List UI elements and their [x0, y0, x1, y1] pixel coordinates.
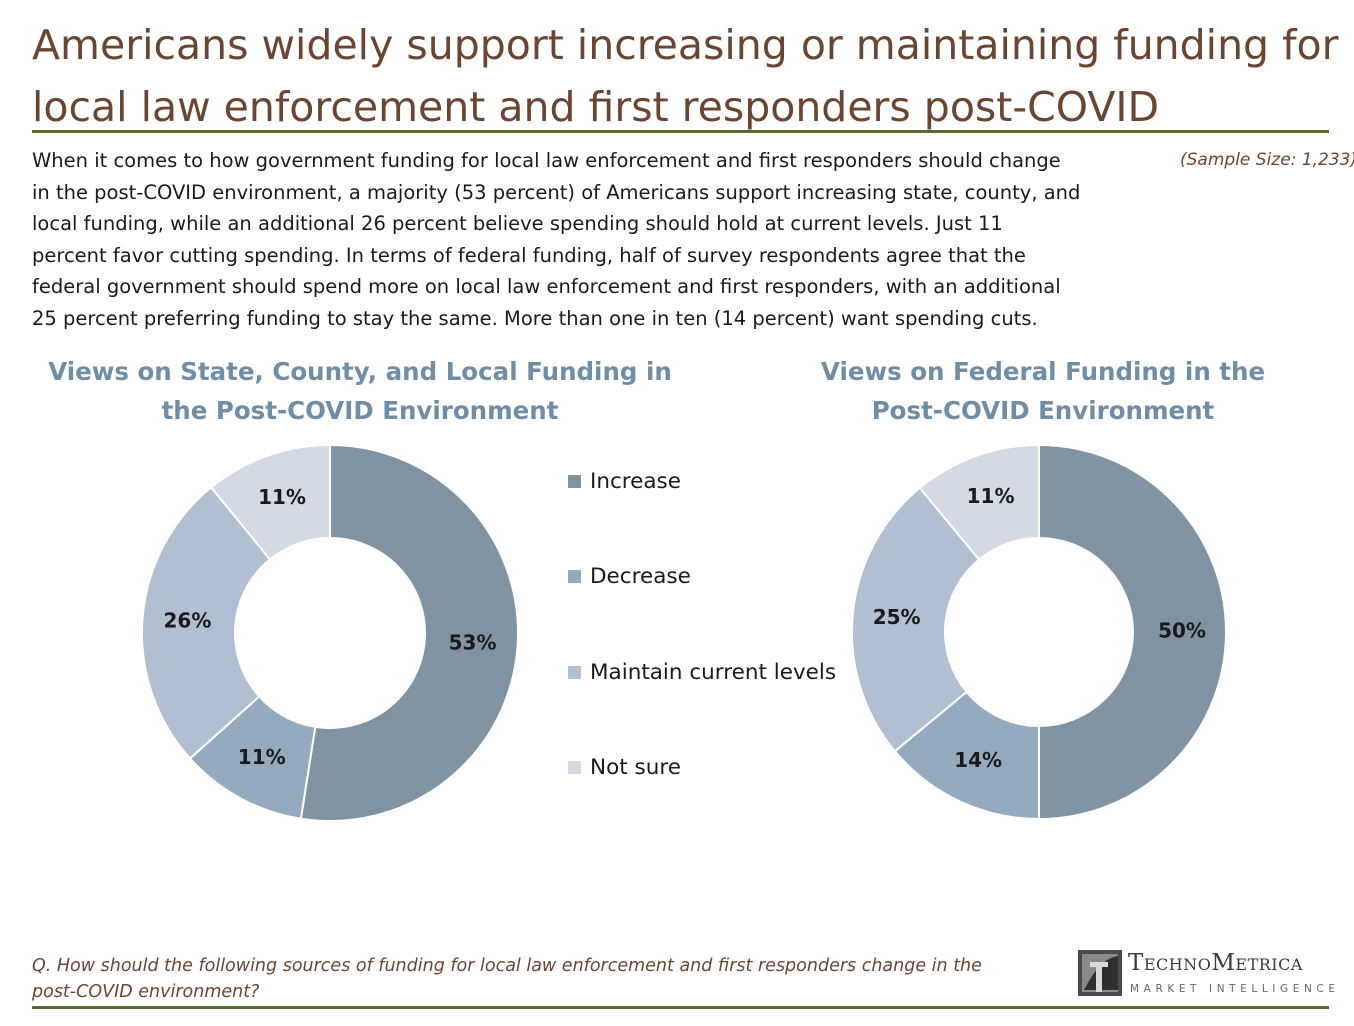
slice-value-label: 25%	[873, 605, 921, 629]
logo-tagline: MARKET INTELLIGENCE	[1130, 983, 1340, 995]
question-line: post-COVID environment?	[32, 982, 260, 1002]
federal-funding-chart-title: Views on Federal Funding in the Post-COV…	[780, 352, 1306, 430]
legend-label: Decrease	[590, 564, 691, 590]
legend-item-not-sure: Not sure	[568, 749, 836, 787]
federal-funding-donut-chart: 50% 14% 25% 11%	[851, 443, 1227, 821]
donut-slice-increase	[299, 443, 519, 822]
logo-mark-icon	[1078, 950, 1122, 996]
legend-swatch	[568, 761, 581, 775]
intro-line: local funding, while an additional 26 pe…	[32, 212, 1003, 235]
slice-value-label: 11%	[258, 485, 306, 509]
donut-slice-maintain-current-levels	[141, 485, 272, 760]
donut-slice-not-sure	[209, 443, 331, 561]
slice-value-label: 26%	[163, 608, 211, 632]
intro-line: When it comes to how government funding …	[32, 149, 1061, 172]
legend-label: Increase	[590, 468, 681, 494]
title-divider	[32, 130, 1329, 133]
slice-value-label: 11%	[967, 484, 1015, 508]
slice-value-label: 53%	[449, 631, 497, 655]
donut-slice-maintain-current-levels	[851, 486, 981, 753]
page-title-line: Americans widely support increasing or m…	[32, 21, 1339, 69]
chart-legend: Increase Decrease Maintain current level…	[568, 462, 836, 844]
footer-divider	[32, 1006, 1329, 1009]
page-title: Americans widely support increasing or m…	[32, 14, 1354, 138]
technometrica-logo: TechnoMetrica MARKET INTELLIGENCE	[1076, 948, 1338, 1000]
slice-value-label: 11%	[238, 745, 286, 769]
survey-question: Q. How should the following sources of f…	[32, 953, 1042, 1005]
legend-label: Not sure	[590, 755, 681, 781]
chart-title-line: Post-COVID Environment	[871, 396, 1215, 425]
legend-item-increase: Increase	[568, 462, 836, 500]
state-funding-donut-chart: 53% 11% 26% 11%	[141, 443, 519, 822]
page-title-line: local law enforcement and first responde…	[32, 83, 1160, 131]
legend-item-maintain: Maintain current levels	[568, 653, 836, 691]
intro-paragraph: When it comes to how government funding …	[32, 145, 1172, 334]
intro-line: in the post-COVID environment, a majorit…	[32, 180, 1081, 204]
question-line: Q. How should the following sources of f…	[32, 956, 982, 976]
donut-slice-not-sure	[918, 443, 1040, 561]
chart-title-line: Views on Federal Funding in the	[820, 357, 1266, 386]
logo-name: TechnoMetrica	[1128, 950, 1303, 976]
intro-line: federal government should spend more on …	[32, 275, 1061, 298]
legend-swatch	[568, 665, 581, 679]
chart-title-line: Views on State, County, and Local Fundin…	[48, 357, 672, 386]
state-funding-chart-title: Views on State, County, and Local Fundin…	[30, 352, 690, 430]
chart-title-line: the Post-COVID Environment	[161, 396, 559, 425]
intro-line: percent favor cutting spending. In terms…	[32, 243, 1026, 267]
legend-swatch	[568, 474, 581, 488]
slice-value-label: 50%	[1158, 619, 1206, 643]
legend-swatch	[568, 570, 581, 584]
legend-item-decrease: Decrease	[568, 558, 836, 596]
slice-value-label: 14%	[954, 748, 1002, 772]
donut-slice-increase	[1038, 443, 1227, 821]
sample-size-note: (Sample Size: 1,233)	[1180, 150, 1354, 170]
legend-label: Maintain current levels	[590, 659, 837, 685]
intro-line: 25 percent preferring funding to stay th…	[32, 306, 1038, 330]
